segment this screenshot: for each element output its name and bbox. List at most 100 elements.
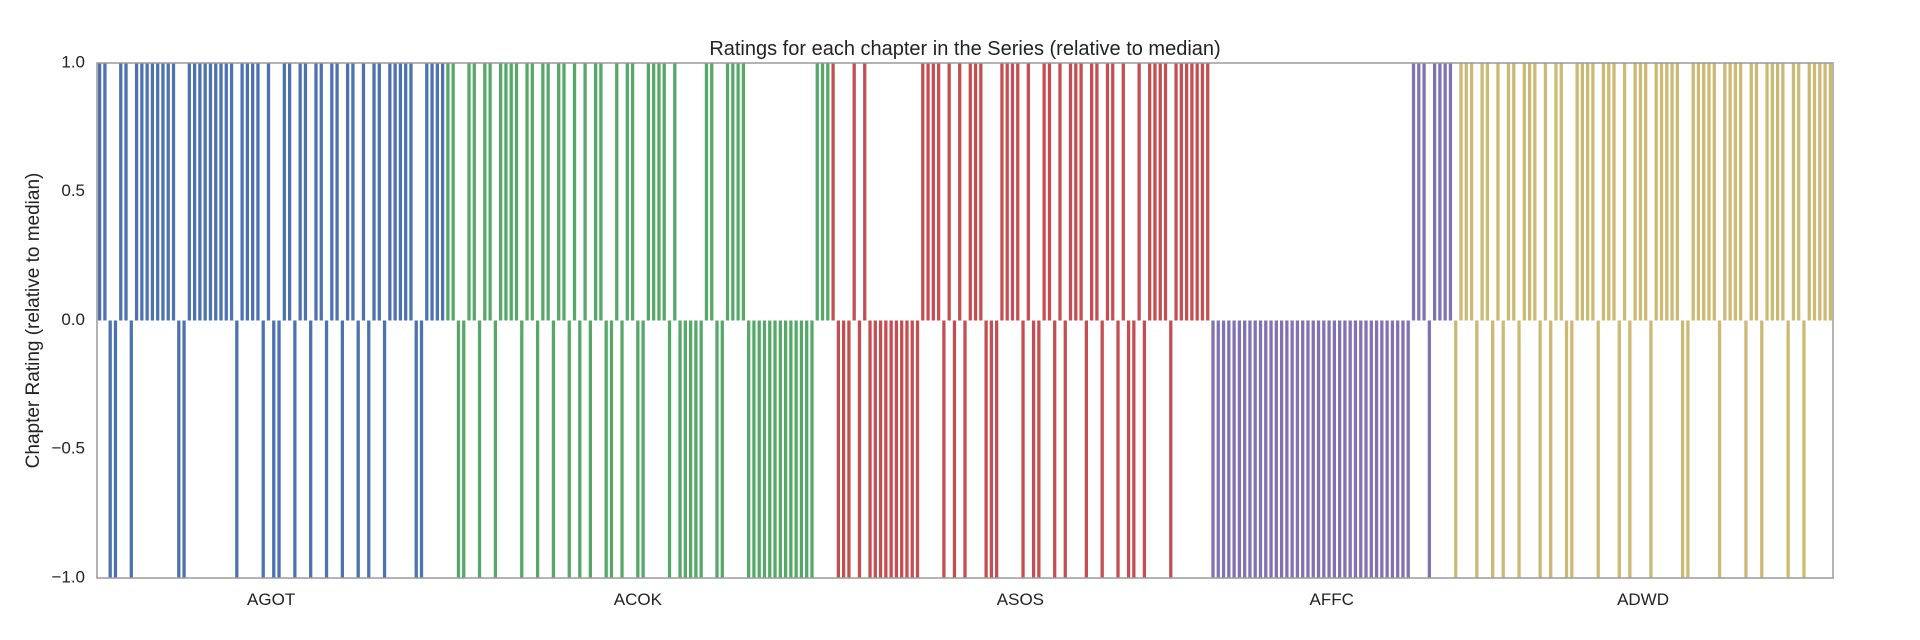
chapter-bar <box>1612 63 1616 321</box>
chapter-bar <box>1332 320 1336 578</box>
chapter-bar <box>1385 320 1389 578</box>
chapter-bar <box>404 63 408 321</box>
chapter-bar <box>1665 63 1669 321</box>
chapter-bar <box>1132 320 1136 578</box>
chapter-bar <box>652 63 656 321</box>
chapter-bar <box>1301 320 1305 578</box>
chapter-bar <box>1290 320 1294 578</box>
chapter-bar <box>926 63 930 321</box>
chapter-bar <box>1295 320 1300 578</box>
chapter-bar <box>98 63 102 321</box>
chapter-bar <box>1010 63 1015 321</box>
chapter-bar <box>414 320 418 578</box>
chapter-bar <box>1628 320 1632 578</box>
chapter-bar <box>477 320 482 578</box>
chapter-bar <box>1026 63 1030 321</box>
chapter-bar <box>1591 63 1595 321</box>
chapter-bar <box>1512 63 1516 321</box>
chapter-bar <box>166 63 170 321</box>
chapter-bar <box>504 63 508 321</box>
chapter-bar <box>1000 63 1004 321</box>
chapter-bar <box>820 63 825 321</box>
chapter-bar <box>372 63 376 321</box>
chapter-bar <box>1179 63 1183 321</box>
chapter-bar <box>989 320 994 578</box>
y-tick-label: 1.0 <box>61 52 85 71</box>
chapter-bar <box>1216 320 1220 578</box>
chapter-bar <box>815 63 819 321</box>
y-tick-labels: 1.0 0.5 0.0 −0.5 −1.0 <box>51 52 85 586</box>
chapter-bar <box>1480 63 1484 321</box>
chapter-bar <box>1111 63 1115 321</box>
chapter-bar <box>1438 63 1442 321</box>
chapter-bar <box>145 63 149 321</box>
chapter-bar <box>704 63 709 321</box>
y-tick-label: −0.5 <box>51 439 85 458</box>
chapter-bar <box>768 320 772 578</box>
chapter-bar <box>1649 320 1653 578</box>
chapter-bar <box>1338 320 1342 578</box>
chapter-bar <box>1691 63 1695 321</box>
chapter-bar <box>1575 63 1579 321</box>
chapter-bar <box>1754 63 1759 321</box>
chapter-bar <box>1274 320 1278 578</box>
chapter-bar <box>942 320 946 578</box>
chapter-bar <box>1517 320 1521 578</box>
chapter-bar <box>483 63 487 321</box>
chapter-bar <box>915 320 920 578</box>
chapter-bar <box>936 63 941 321</box>
chapter-bar <box>567 320 571 578</box>
chapter-bar <box>1712 63 1716 321</box>
chapter-bar <box>646 63 651 321</box>
chapter-bar <box>182 320 186 578</box>
chapter-bar <box>1148 63 1152 321</box>
chapter-bar <box>261 320 265 578</box>
chapter-bar <box>1084 320 1088 578</box>
chapter-bar <box>546 63 550 321</box>
x-tick-labels: AGOT ACOK ASOS AFFC ADWD <box>247 590 1669 609</box>
chapter-bar <box>773 320 777 578</box>
chapter-bar <box>1322 320 1326 578</box>
chapter-bar <box>1570 320 1574 578</box>
chapter-bar <box>1258 320 1263 578</box>
chapter-bar <box>952 320 957 578</box>
chapter-bar <box>1380 320 1384 578</box>
chapter-bar <box>1364 320 1368 578</box>
chapter-bar <box>256 63 260 321</box>
chapter-bar <box>1016 63 1020 321</box>
chapter-bar <box>1702 63 1706 321</box>
chapter-bar <box>1158 63 1162 321</box>
chapter-bar <box>430 63 434 321</box>
chapter-bar <box>150 63 155 321</box>
chapter-bar <box>272 320 276 578</box>
chapter-bar <box>124 63 128 321</box>
chapter-bar <box>1744 320 1748 578</box>
chapter-bar <box>594 63 598 321</box>
chapter-bar <box>1818 63 1822 321</box>
chapter-bar <box>778 320 782 578</box>
chapter-bar <box>1063 320 1067 578</box>
chapter-bar <box>757 320 761 578</box>
chapter-bar <box>1206 63 1210 321</box>
chapter-bar <box>1617 320 1621 578</box>
chapter-bar <box>1564 320 1569 578</box>
chapter-bar <box>340 320 344 578</box>
chapter-bar <box>440 63 445 321</box>
chapter-bar <box>393 63 397 321</box>
chapter-bar <box>1485 63 1490 321</box>
chapter-bar <box>1607 63 1611 321</box>
chapter-bar <box>620 320 624 578</box>
chapter-bar <box>1739 63 1743 321</box>
chapter-bar <box>214 63 218 321</box>
chapter-bar <box>1327 320 1331 578</box>
chapter-bar <box>910 320 914 578</box>
chapter-bar <box>1554 63 1558 321</box>
chapter-bar <box>229 63 234 321</box>
chapter-bar <box>266 63 271 321</box>
x-tick-label-acok: ACOK <box>614 590 663 609</box>
chapter-bar <box>240 63 244 321</box>
chapter-bar <box>615 63 619 321</box>
chapter-bar <box>1527 63 1532 321</box>
x-tick-label-adwd: ADWD <box>1617 590 1669 609</box>
